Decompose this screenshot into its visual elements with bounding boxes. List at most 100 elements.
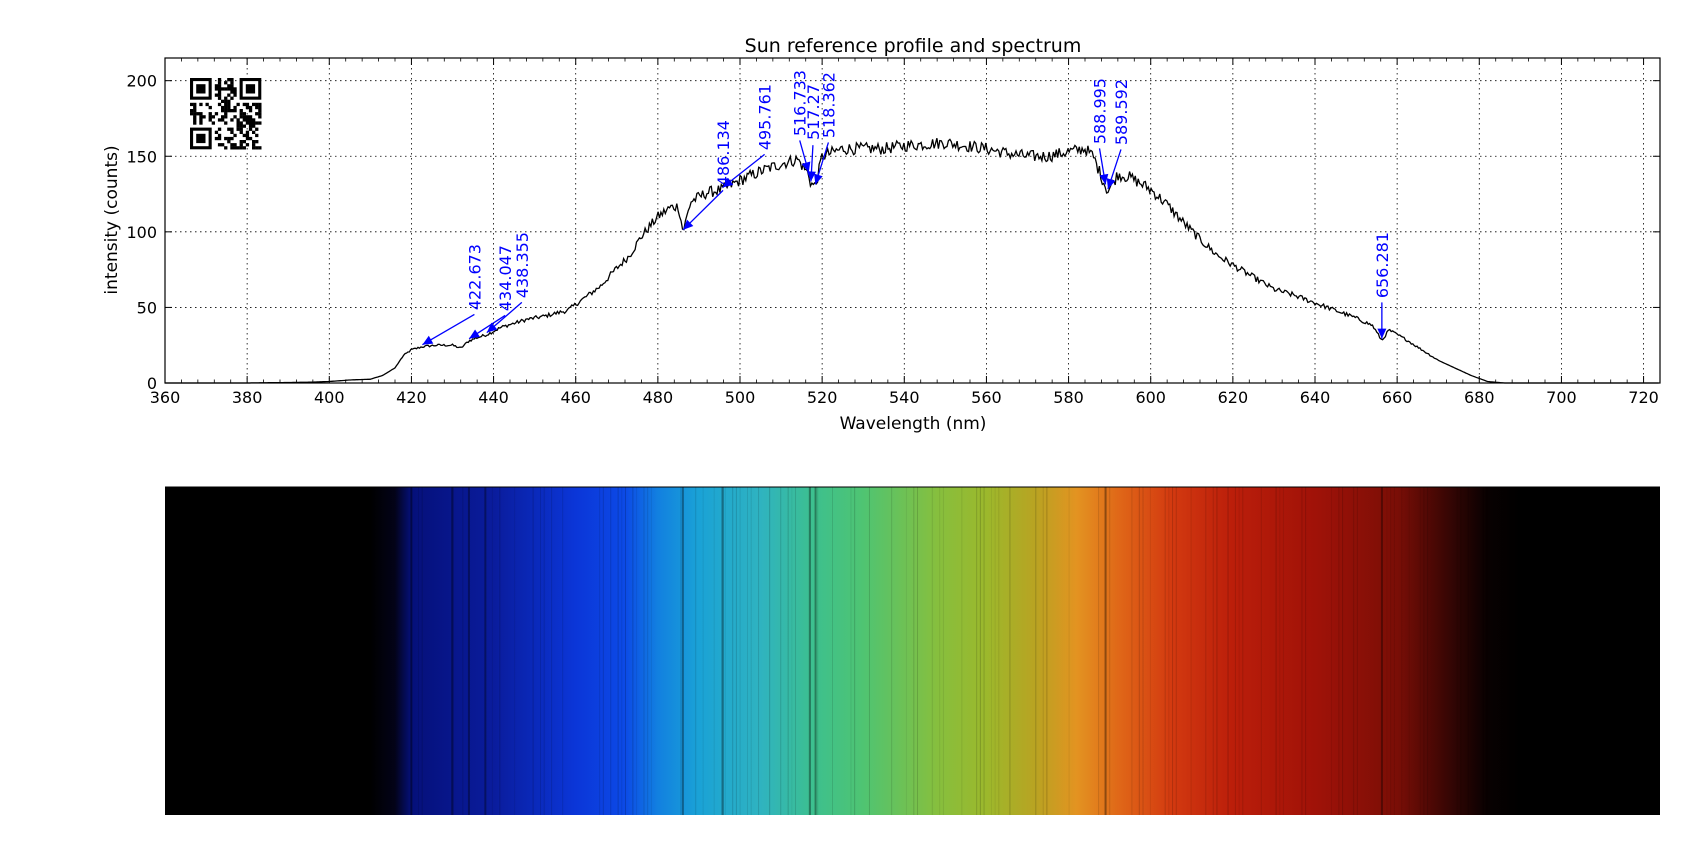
x-tick-label: 500 <box>725 388 756 407</box>
qr-module <box>190 109 194 113</box>
qr-module <box>248 109 253 113</box>
qr-module <box>221 118 225 122</box>
annotation-arrowhead <box>422 335 434 345</box>
qr-module <box>248 118 253 122</box>
spectrum-texture-line <box>1401 487 1403 815</box>
spectrum-texture-line <box>410 487 412 815</box>
spectrum-texture-line <box>1482 487 1484 815</box>
spectrum-dark-line <box>410 487 413 815</box>
spectrum-texture-line <box>1234 487 1236 815</box>
qr-module <box>214 84 219 88</box>
annotation-arrowhead <box>814 173 823 185</box>
qr-module <box>230 146 234 150</box>
spectrum-texture-line <box>809 487 811 815</box>
spectrum-texture-line <box>735 487 737 815</box>
annotation-arrowhead <box>722 177 734 188</box>
qr-module <box>217 133 222 138</box>
qr-module <box>245 143 250 147</box>
spectrum-texture-line <box>610 487 612 815</box>
qr-module <box>217 118 222 122</box>
qr-code <box>190 78 262 150</box>
qr-module <box>217 127 222 131</box>
spectrum-texture-line <box>976 487 978 815</box>
qr-module <box>242 140 246 144</box>
qr-module <box>208 115 212 119</box>
spectrum-texture-line <box>543 487 545 815</box>
spectrum-texture-line <box>1098 487 1100 815</box>
qr-module <box>217 136 222 141</box>
spectrum-texture-line <box>1338 487 1340 815</box>
annotation-label: 495.761 <box>756 84 775 150</box>
spectrum-absorption-lines <box>410 487 1488 815</box>
qr-module <box>224 102 228 107</box>
spectrum-dark-line <box>808 487 811 815</box>
spectrum-texture-line <box>695 487 697 815</box>
qr-module <box>245 105 250 110</box>
spectrum-texture-line <box>617 487 619 815</box>
qr-module <box>224 96 228 100</box>
spectrum-texture-line <box>1331 487 1333 815</box>
qr-module <box>242 124 246 128</box>
qr-module <box>208 105 212 110</box>
x-tick-label: 700 <box>1546 388 1577 407</box>
x-tick-label: 580 <box>1053 388 1084 407</box>
qr-module <box>236 102 240 107</box>
spectrum-texture-line <box>868 487 870 815</box>
spectrum-texture-line <box>514 487 516 815</box>
qr-module <box>236 121 240 125</box>
spectrum-texture-line <box>562 487 564 815</box>
spectrum-texture-line <box>1238 487 1240 815</box>
spectrum-texture-line <box>979 487 981 815</box>
spectrum-texture-line <box>1242 487 1244 815</box>
qr-module <box>211 121 215 125</box>
spectrum-texture-line <box>721 487 723 815</box>
qr-module <box>193 115 197 119</box>
spectrum-texture-line <box>1305 487 1307 815</box>
x-tick-label: 680 <box>1464 388 1495 407</box>
spectrum-texture-line <box>817 487 819 815</box>
qr-module <box>252 146 256 150</box>
annotation-label: 518.362 <box>819 72 838 138</box>
qr-module <box>245 133 250 138</box>
spectrum-texture-line <box>724 487 726 815</box>
qr-module <box>224 81 228 85</box>
qr-module <box>217 93 222 97</box>
qr-module <box>242 112 246 116</box>
qr-module <box>230 90 234 94</box>
qr-module <box>252 130 256 134</box>
qr-module <box>199 112 203 116</box>
qr-module <box>217 84 222 88</box>
spectrum-texture-line <box>913 487 915 815</box>
spectrum-texture-line <box>1419 487 1421 815</box>
qr-module <box>233 109 237 113</box>
spectrum-texture-line <box>905 487 907 815</box>
spectrum-texture-line <box>462 487 464 815</box>
qr-module <box>227 93 231 97</box>
qr-module <box>224 121 228 125</box>
spectrum-texture-line <box>491 487 493 815</box>
qr-module <box>196 112 200 116</box>
qr-module <box>224 99 228 103</box>
x-tick-label: 720 <box>1628 388 1659 407</box>
y-tick-label: 50 <box>137 298 157 317</box>
qr-module <box>258 115 262 119</box>
qr-module <box>227 99 231 103</box>
spectrum-texture-line <box>1172 487 1174 815</box>
annotation-arrowhead <box>1106 178 1116 190</box>
qr-module <box>255 102 259 107</box>
spectrum-texture-line <box>746 487 748 815</box>
spectrum-texture-line <box>418 487 419 815</box>
qr-finder-core <box>196 133 206 144</box>
qr-module <box>227 84 231 88</box>
spectrum-texture-line <box>1205 487 1207 815</box>
spectrum-texture-line <box>499 487 501 815</box>
x-axis-label: Wavelength (nm) <box>840 414 987 434</box>
qr-module <box>230 78 234 82</box>
spectrum-dark-line <box>814 487 817 815</box>
qr-module <box>258 105 262 110</box>
y-tick-label: 150 <box>126 147 157 166</box>
spectrum-texture-line <box>1068 487 1070 815</box>
annotation-arrowhead <box>801 161 811 173</box>
spectrum-texture-line <box>713 487 715 815</box>
